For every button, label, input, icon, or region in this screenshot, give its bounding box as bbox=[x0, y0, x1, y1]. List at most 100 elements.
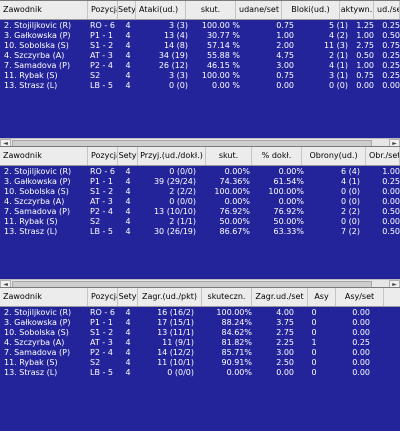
table-row[interactable]: 10. Sobolska (S) S1 - 2 4 14 (8) 57.14 % 2.00… bbox=[0, 41, 400, 51]
table-row[interactable]: 2. Stojiljkovic (R) RO - 6 4 0 (0/0) 0.00% 0.… bbox=[0, 167, 400, 177]
table-cell: 2.50 bbox=[276, 358, 294, 367]
table-row[interactable]: 10. Sobolska (S) S1 - 2 4 2 (2/2) 100.00% 100… bbox=[0, 187, 400, 197]
table-row[interactable]: 13. Strasz (L) LB - 5 4 0 (0) 0.00 % 0.00 0 (0… bbox=[0, 81, 400, 91]
table-row[interactable]: 11. Rybak (S) S2 4 11 (10/1) 90.91% 2.50 0 0.00 bbox=[0, 358, 400, 368]
table-row[interactable]: 7. Samadova (P) P2 - 4 4 13 (10/10) 76.92% 76… bbox=[0, 207, 400, 217]
table-row[interactable]: 4. Szczyrba (A) AT - 3 4 0 (0/0) 0.00% 0.00% 0… bbox=[0, 197, 400, 207]
table-cell: 0.50 bbox=[356, 51, 374, 60]
table-row[interactable]: 3. Gałkowska (P) P1 - 1 4 13 (4) 30.77 % 1.00… bbox=[0, 31, 400, 41]
column-header[interactable]: aktywn. bbox=[340, 1, 374, 19]
column-header[interactable]: Asy/set bbox=[336, 288, 384, 306]
column-header[interactable]: Ataki(ud.) bbox=[136, 1, 186, 19]
table-cell: 4. Szczyrba (A) bbox=[4, 338, 65, 347]
table-cell: LB - 5 bbox=[90, 368, 114, 377]
table-row[interactable]: 10. Sobolska (S) S1 - 2 4 13 (11/1) 84.62% 2.… bbox=[0, 328, 400, 338]
table-cell: 4 bbox=[125, 167, 131, 176]
table-cell: 0.75 bbox=[356, 71, 374, 80]
column-header[interactable]: % dokł. bbox=[252, 147, 302, 165]
column-header[interactable]: Obr./set bbox=[366, 147, 400, 165]
table-cell: 13. Strasz (L) bbox=[4, 227, 58, 236]
table-cell: 11. Rybak (S) bbox=[4, 358, 58, 367]
table-cell: 10. Sobolska (S) bbox=[4, 187, 69, 196]
table-cell: 7 (2) bbox=[341, 227, 360, 236]
table-cell: 100.00% bbox=[268, 187, 304, 196]
table-cell: 0.50 bbox=[382, 31, 400, 40]
table-cell: 1.25 bbox=[356, 21, 374, 30]
column-header[interactable]: Pozycja bbox=[88, 147, 118, 165]
table-cell: 3.00 bbox=[276, 61, 294, 70]
column-header[interactable]: Asy bbox=[308, 288, 336, 306]
column-header[interactable]: skut. bbox=[206, 147, 252, 165]
table-row[interactable]: 4. Szczyrba (A) AT - 3 4 11 (9/1) 81.82% 2.25… bbox=[0, 338, 400, 348]
table-row[interactable]: 11. Rybak (S) S2 4 3 (3) 100.00 % 0.75 3 (1) 0.… bbox=[0, 71, 400, 81]
table-cell: 0.75 bbox=[276, 71, 294, 80]
column-header[interactable]: Sety bbox=[118, 1, 136, 19]
table-cell: 0.00% bbox=[226, 368, 252, 377]
column-header[interactable]: Zawodnik bbox=[0, 147, 88, 165]
column-header[interactable]: Pozycja bbox=[88, 1, 118, 19]
table-row[interactable]: 7. Samadova (P) P2 - 4 4 14 (12/2) 85.71% 3.0… bbox=[0, 348, 400, 358]
table-cell: 3. Gałkowska (P) bbox=[4, 318, 71, 327]
table-cell: 4 bbox=[125, 177, 131, 186]
column-header[interactable]: skut. bbox=[186, 1, 236, 19]
column-header[interactable]: ud./set bbox=[374, 1, 400, 19]
column-header[interactable]: Bloki(ud.) bbox=[282, 1, 340, 19]
column-header[interactable]: Zawodnik bbox=[0, 288, 88, 306]
column-header[interactable]: Zagr.(ud./pkt) bbox=[138, 288, 202, 306]
table-cell: 0.00 bbox=[382, 197, 400, 206]
table-cell: 1 bbox=[311, 338, 317, 347]
table-cell: 0 (0/0) bbox=[169, 167, 196, 176]
table-row[interactable]: 13. Strasz (L) LB - 5 4 30 (26/19) 86.67% 63.… bbox=[0, 227, 400, 237]
table-row[interactable]: 2. Stojiljkovic (R) RO - 6 4 3 (3) 100.00 % 0… bbox=[0, 21, 400, 31]
table-row[interactable]: 2. Stojiljkovic (R) RO - 6 4 16 (16/2) 100.0… bbox=[0, 308, 400, 318]
table-cell: 1.00 bbox=[382, 167, 400, 176]
table-cell: 76.92% bbox=[219, 207, 250, 216]
table-cell: 3.00 bbox=[276, 348, 294, 357]
table-cell: 85.71% bbox=[221, 348, 252, 357]
table-cell: 0 (0) bbox=[329, 81, 348, 90]
column-header[interactable]: Pozycja bbox=[88, 288, 118, 306]
table-row[interactable]: 11. Rybak (S) S2 4 2 (1/1) 50.00% 50.00% 0 (0)… bbox=[0, 217, 400, 227]
table-cell: 4 bbox=[125, 21, 131, 30]
table-cell: 4 (1) bbox=[341, 177, 360, 186]
column-header[interactable]: Sety bbox=[118, 288, 138, 306]
table-cell: 0.00 % bbox=[212, 81, 240, 90]
table-cell: 0.75 bbox=[276, 21, 294, 30]
table-cell: 0.25 bbox=[382, 71, 400, 80]
table-row[interactable]: 7. Samadova (P) P2 - 4 4 26 (12) 46.15 % 3.00… bbox=[0, 61, 400, 71]
table-cell: 100.00% bbox=[216, 308, 252, 317]
column-header[interactable]: skuteczn. bbox=[202, 288, 252, 306]
table-cell: P1 - 1 bbox=[90, 318, 113, 327]
column-header[interactable]: Zawodnik bbox=[0, 1, 88, 19]
column-header[interactable]: udane/set bbox=[236, 1, 282, 19]
column-header[interactable]: Zagr.ud./set bbox=[252, 288, 308, 306]
table-cell: 46.15 % bbox=[206, 61, 240, 70]
table-cell: 2.75 bbox=[276, 328, 294, 337]
table-cell: 2 (2/2) bbox=[169, 187, 196, 196]
table-cell: 63.33% bbox=[273, 227, 304, 236]
table-row[interactable]: 3. Gałkowska (P) P1 - 1 4 17 (15/1) 88.24% 3.… bbox=[0, 318, 400, 328]
table-cell: LB - 5 bbox=[90, 81, 114, 90]
table-header: Zawodnik Pozycja Sety Przyj.(ud./dokł.) skut… bbox=[0, 147, 400, 166]
table-row[interactable]: 3. Gałkowska (P) P1 - 1 4 39 (29/24) 74.36% 6… bbox=[0, 177, 400, 187]
column-header[interactable]: Obrony(ud.) bbox=[302, 147, 366, 165]
table-row[interactable]: 13. Strasz (L) LB - 5 4 0 (0/0) 0.00% 0.00 0 0.… bbox=[0, 368, 400, 378]
table-row[interactable]: 4. Szczyrba (A) AT - 3 4 34 (19) 55.88 % 4.75… bbox=[0, 51, 400, 61]
column-header[interactable]: Sety bbox=[118, 147, 138, 165]
table-cell: 11 (3) bbox=[323, 41, 348, 50]
table-cell: 3. Gałkowska (P) bbox=[4, 31, 71, 40]
table-cell: 7. Samadova (P) bbox=[4, 207, 71, 216]
table-cell: 14 (12/2) bbox=[157, 348, 194, 357]
table-header: Zawodnik Pozycja Sety Ataki(ud.) skut. udane/… bbox=[0, 1, 400, 20]
table-cell: 0.00 bbox=[352, 368, 370, 377]
table-cell: 61.54% bbox=[273, 177, 304, 186]
table-cell: 0 (0) bbox=[169, 81, 188, 90]
table-cell: 4 bbox=[125, 51, 131, 60]
table-cell: AT - 3 bbox=[90, 338, 113, 347]
table-cell: 39 (29/24) bbox=[153, 177, 196, 186]
table-cell: 0 bbox=[311, 318, 317, 327]
table-cell: 34 (19) bbox=[158, 51, 188, 60]
table-cell: 7. Samadova (P) bbox=[4, 61, 71, 70]
column-header[interactable]: Przyj.(ud./dokł.) bbox=[138, 147, 206, 165]
table-cell: P2 - 4 bbox=[90, 61, 113, 70]
